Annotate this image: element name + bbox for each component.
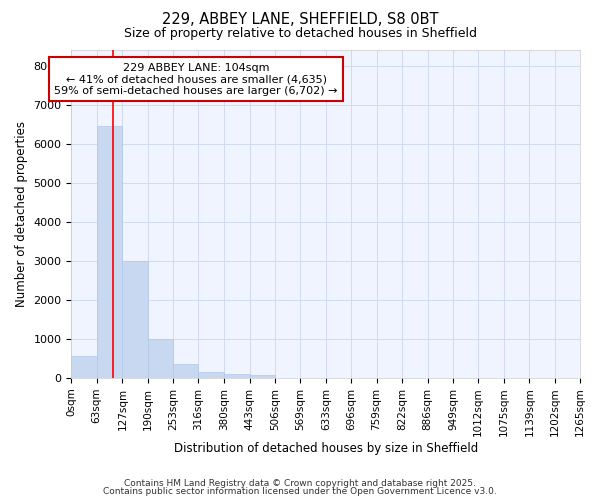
Bar [250,375,275,378]
Bar [224,374,250,378]
Text: 229, ABBEY LANE, SHEFFIELD, S8 0BT: 229, ABBEY LANE, SHEFFIELD, S8 0BT [162,12,438,28]
Bar [97,126,122,378]
Bar [71,356,97,378]
Y-axis label: Number of detached properties: Number of detached properties [15,121,28,307]
X-axis label: Distribution of detached houses by size in Sheffield: Distribution of detached houses by size … [173,442,478,455]
Bar [199,372,224,378]
Text: Contains public sector information licensed under the Open Government Licence v3: Contains public sector information licen… [103,487,497,496]
Bar [148,339,173,378]
Bar [173,364,199,378]
Text: Contains HM Land Registry data © Crown copyright and database right 2025.: Contains HM Land Registry data © Crown c… [124,478,476,488]
Bar [122,261,148,378]
Text: 229 ABBEY LANE: 104sqm
← 41% of detached houses are smaller (4,635)
59% of semi-: 229 ABBEY LANE: 104sqm ← 41% of detached… [54,62,338,96]
Text: Size of property relative to detached houses in Sheffield: Size of property relative to detached ho… [124,28,476,40]
